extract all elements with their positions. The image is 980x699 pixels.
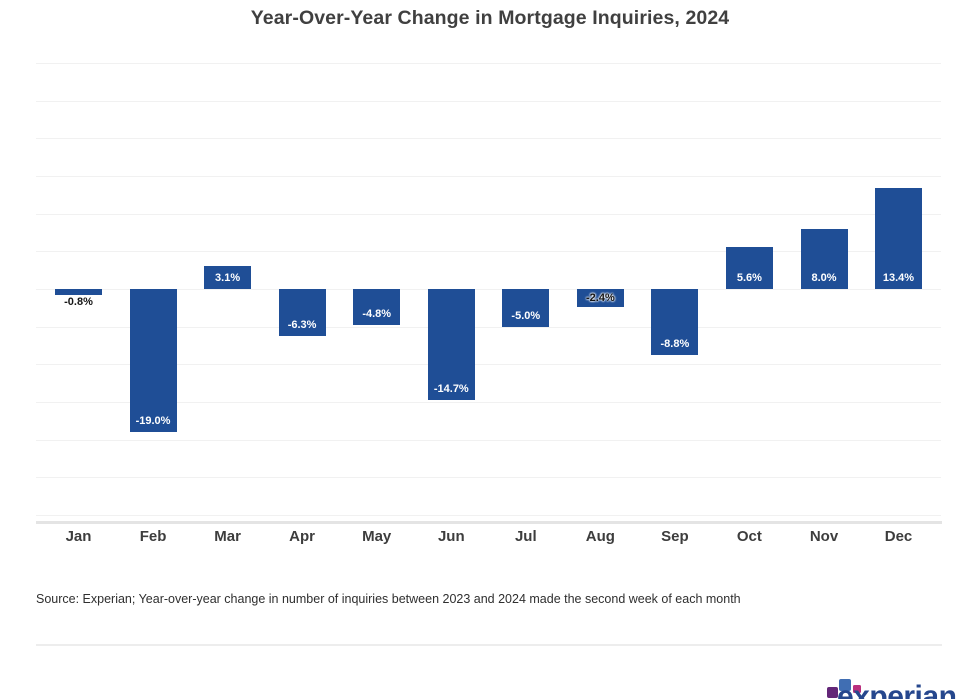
bar-value-label: -5.0% <box>511 309 541 322</box>
logo-purple-square-icon <box>827 687 838 698</box>
bar-dec: 13.4% <box>875 188 922 289</box>
bar-value-label: 3.1% <box>215 271 241 284</box>
x-axis-label-jul: Jul <box>514 528 537 545</box>
gridline <box>36 477 941 479</box>
x-axis-label-apr: Apr <box>289 528 316 545</box>
bar-value-label: -6.3% <box>287 319 317 332</box>
gridline <box>36 176 941 177</box>
bar-jan: -0.8% <box>55 289 102 308</box>
gridline <box>36 138 941 140</box>
x-axis-label-may: May <box>362 528 392 545</box>
x-axis-label-nov: Nov <box>809 528 839 545</box>
x-axis-label-jun: Jun <box>437 528 465 545</box>
gridline <box>36 401 941 403</box>
bar-value-label: -2.4% <box>586 292 615 305</box>
gridline <box>36 326 941 328</box>
bar-value-label: 8.0% <box>811 271 837 284</box>
bar-mar: 3.1% <box>204 265 252 289</box>
source-note: Source: Experian; Year-over-year change … <box>36 592 741 606</box>
bar-feb: -19.0% <box>129 289 177 433</box>
bar-sep: -8.8% <box>651 289 699 356</box>
x-axis-label-dec: Dec <box>884 528 913 545</box>
chart-title: Year-Over-Year Change in Mortgage Inquir… <box>250 7 730 29</box>
bar-value-label: -8.8% <box>660 338 690 351</box>
x-axis-label-oct: Oct <box>736 528 762 545</box>
bar-value-label: 5.6% <box>736 271 762 284</box>
footer-divider <box>36 644 942 646</box>
logo-wordmark: experian <box>837 680 957 699</box>
bar-value-label: -19.0% <box>135 415 171 428</box>
bar-jun: -14.7% <box>427 289 475 400</box>
bar-value-label: -4.8% <box>362 308 392 321</box>
gridline <box>36 289 941 290</box>
experian-logo: experian <box>824 658 980 699</box>
bar-aug: -2.4% <box>576 289 624 308</box>
bar-oct: 5.6% <box>725 246 773 289</box>
bar-value-label: -0.8% <box>64 296 93 308</box>
logo-blue-square-icon <box>839 679 851 691</box>
x-axis-line <box>36 521 942 524</box>
x-axis-label-mar: Mar <box>214 528 241 545</box>
bar-value-label: 13.4% <box>882 271 915 284</box>
bar-may: -4.8% <box>353 289 401 326</box>
bar-nov: 8.0% <box>800 228 848 289</box>
gridline <box>36 514 941 516</box>
gridline <box>36 100 941 102</box>
x-axis-label-aug: Aug <box>585 528 615 545</box>
x-axis-label-jan: Jan <box>65 528 92 545</box>
gridline <box>36 364 941 366</box>
gridline <box>36 251 941 253</box>
x-axis-label-feb: Feb <box>139 528 167 545</box>
gridline <box>36 439 941 441</box>
plot-area: -0.8% -19.0% 3.1% -6.3% -4.8% -14.7% -5.0% -2.4… <box>36 60 941 523</box>
bar-jul: -5.0% <box>502 289 550 327</box>
gridline <box>36 63 941 65</box>
logo-magenta-square-icon <box>853 685 861 693</box>
bar-apr: -6.3% <box>278 289 326 337</box>
bar-value-label: -14.7% <box>433 382 469 395</box>
x-axis-label-sep: Sep <box>661 528 689 545</box>
gridline <box>36 213 941 215</box>
